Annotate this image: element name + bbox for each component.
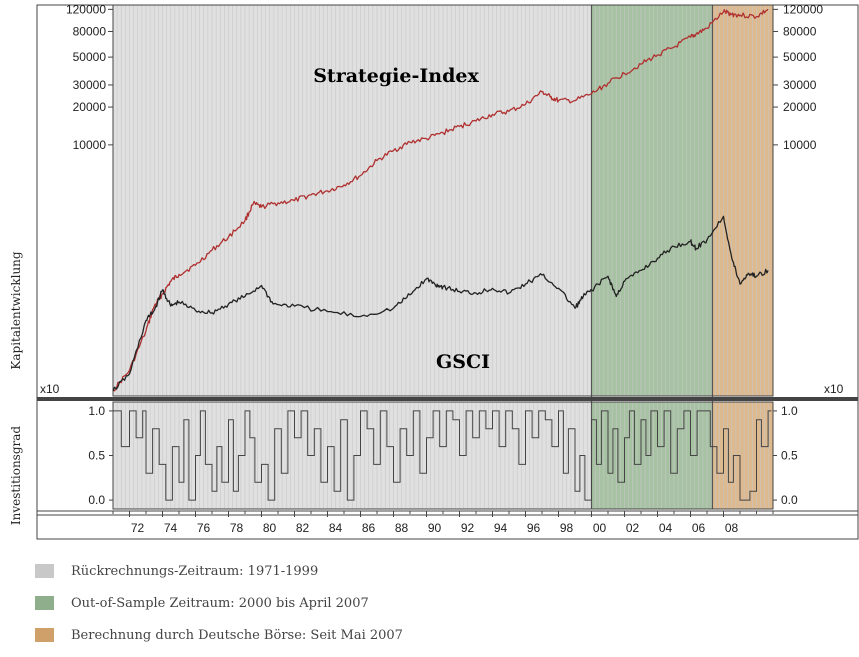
x-tick-label: 90 [428, 521, 442, 535]
x-tick-label: 98 [560, 521, 574, 535]
y-tick-label-left: 120000 [66, 2, 106, 16]
chart-svg: 10000 10000 20000 20000 30000 30000 50000 50000… [9, 2, 859, 540]
legend-label-backtest: Rückrechnungs-Zeitraum: 1971-1999 [71, 563, 319, 579]
y-axis-label-kapitalentwicklung: Kapitalentwicklung [9, 251, 23, 370]
y-axis-label-investitionsgrad: Investitionsgrad [9, 426, 23, 526]
y2-tick-label-left: 1.0 [88, 404, 105, 418]
y-tick-label-right: 30000 [783, 78, 817, 92]
y2-tick-label-left: 0.0 [88, 493, 105, 507]
period-band-top-2 [712, 5, 773, 396]
x-tick-label: 00 [593, 521, 607, 535]
multiplier-label-left: x10 [40, 382, 60, 396]
legend-swatch-deutsche-boerse [35, 628, 54, 642]
x-tick-label: 72 [131, 521, 145, 535]
period-band-bottom-2 [712, 402, 773, 509]
top-panel-frame [112, 4, 774, 397]
x-axis-frame [36, 510, 859, 540]
y-tick-label-left: 30000 [73, 78, 107, 92]
x-tick-label: 82 [296, 521, 310, 535]
x-tick-label: 86 [362, 521, 376, 535]
x-tick-label: 78 [230, 521, 244, 535]
annotation-strategie-index: Strategie-Index [313, 65, 479, 87]
y2-tick-label-right: 1.0 [781, 404, 798, 418]
x-tick-label: 08 [725, 521, 739, 535]
vertical-gridlines [112, 5, 774, 509]
multiplier-label-right: x10 [824, 382, 844, 396]
series-line-strategie-index [112, 8, 769, 392]
legend-swatch-backtest [35, 564, 54, 578]
x-tick-label: 06 [692, 521, 706, 535]
legend-item-out-of-sample: Out-of-Sample Zeitraum: 2000 bis April 2… [35, 593, 403, 613]
x-tick-label: 74 [164, 521, 178, 535]
y-tick-label-right: 10000 [783, 138, 817, 152]
x-tick-label: 80 [263, 521, 277, 535]
y-tick-label-right: 120000 [783, 2, 823, 16]
y-tick-label-left: 10000 [73, 138, 107, 152]
y-tick-label-left: 50000 [73, 50, 107, 64]
x-tick-label: 04 [659, 521, 673, 535]
y2-tick-label-right: 0.0 [781, 493, 798, 507]
x-tick-label: 94 [494, 521, 508, 535]
legend-item-deutsche-boerse: Berechnung durch Deutsche Börse: Seit Ma… [35, 625, 403, 645]
y2-tick-label-right: 0.5 [781, 449, 798, 463]
legend-label-out-of-sample: Out-of-Sample Zeitraum: 2000 bis April 2… [71, 595, 369, 611]
y-tick-label-right: 20000 [783, 100, 817, 114]
x-tick-label: 76 [197, 521, 211, 535]
x-tick-label: 96 [527, 521, 541, 535]
series-line-investitionsgrad [113, 410, 772, 501]
y-tick-label-left: 80000 [73, 24, 107, 38]
x-tick-label: 92 [461, 521, 475, 535]
y-tick-label-right: 50000 [783, 50, 817, 64]
y-tick-label-left: 20000 [73, 100, 107, 114]
x-tick-label: 88 [395, 521, 409, 535]
annotation-gsci: GSCI [436, 351, 490, 373]
period-band-top-1 [591, 5, 713, 396]
y2-tick-label-left: 0.5 [88, 449, 105, 463]
legend-item-backtest: Rückrechnungs-Zeitraum: 1971-1999 [35, 561, 403, 581]
x-tick-label: 02 [626, 521, 640, 535]
series-line-gsci [112, 215, 769, 392]
legend: Rückrechnungs-Zeitraum: 1971-1999 Out-of… [35, 561, 403, 657]
legend-label-deutsche-boerse: Berechnung durch Deutsche Börse: Seit Ma… [71, 627, 403, 643]
x-tick-label: 84 [329, 521, 343, 535]
legend-swatch-out-of-sample [35, 596, 54, 610]
y-tick-label-right: 80000 [783, 24, 817, 38]
